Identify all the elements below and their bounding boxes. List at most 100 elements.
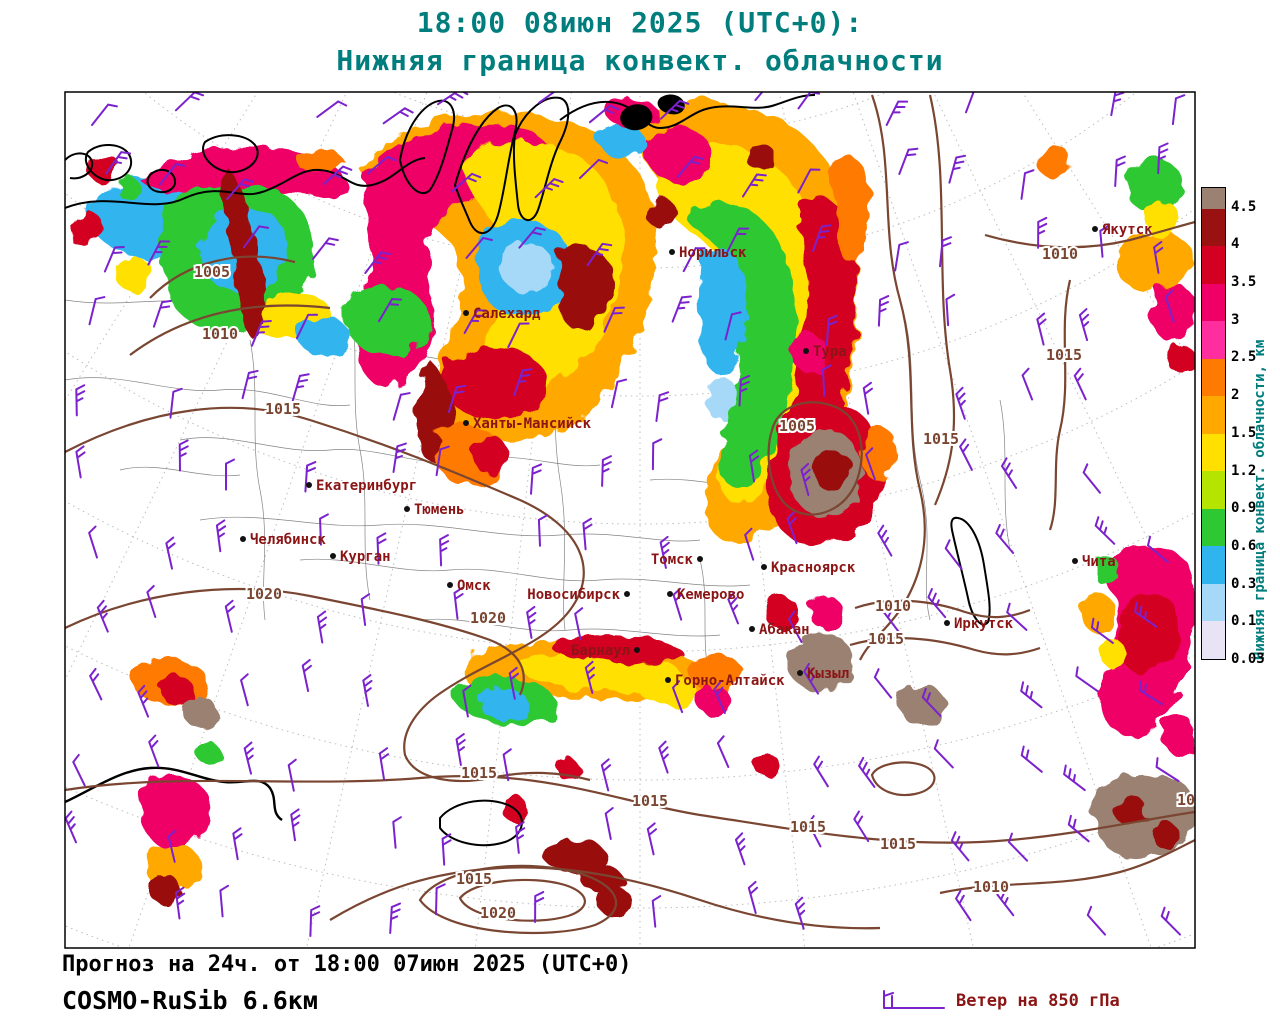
isobar-label: 1015: [265, 400, 301, 418]
wind-barb: [89, 667, 103, 701]
wind-barb: [1000, 457, 1018, 489]
wind-barb: [312, 237, 339, 260]
colorbar-segment: [1202, 208, 1225, 247]
wind-barb: [287, 758, 297, 792]
city-label: Кемерово: [677, 587, 744, 603]
city-label: Екатеринбург: [316, 478, 417, 494]
wind-barb: [167, 829, 177, 863]
colorbar-segment: [1202, 396, 1225, 434]
wind-barb: [518, 226, 546, 249]
wind-barb: [1094, 516, 1116, 545]
wind-barb: [319, 513, 329, 546]
wind-barb: [508, 666, 519, 700]
wind-barb: [463, 309, 488, 334]
wind-barb: [241, 369, 259, 400]
isobar-label: 1015: [923, 430, 959, 448]
city-label: Тюмень: [414, 502, 465, 518]
colorbar-segment: [1202, 583, 1225, 622]
wind-barb: [965, 92, 985, 114]
wind-barb: [1164, 289, 1175, 323]
wind-barb-layer: [65, 92, 1186, 937]
wind-barb: [862, 381, 873, 415]
wind-barb: [215, 519, 227, 553]
wind-barb: [453, 587, 464, 620]
city-label: Тура: [813, 344, 847, 360]
colorbar: [1201, 187, 1226, 660]
city-dot: [1092, 226, 1098, 232]
wind-barb: [1155, 757, 1180, 782]
wind-barb: [103, 245, 125, 273]
wind-barb: [1037, 216, 1048, 249]
wind-barb: [88, 296, 106, 326]
wind-barb: [950, 831, 970, 862]
city-dot: [330, 553, 336, 559]
wind-barb: [392, 392, 411, 421]
city-label: Ханты-Мансийск: [473, 416, 592, 432]
wind-barb: [600, 758, 612, 792]
isobar-label: 1015: [880, 835, 916, 853]
isobar-label: 1020: [470, 609, 506, 627]
wind-barb: [1110, 92, 1126, 117]
wind-barb: [538, 92, 570, 104]
wind-barb: [655, 391, 670, 422]
isobar-label: 1005: [194, 263, 230, 281]
wind-barb: [158, 163, 186, 186]
wind-barb: [72, 753, 86, 787]
wind-barb: [322, 165, 353, 186]
wind-barb: [671, 295, 692, 323]
wind-barb: [1020, 745, 1043, 773]
city-label: Красноярск: [771, 560, 856, 576]
city-dot: [634, 647, 640, 653]
wind-barb: [295, 313, 319, 340]
colorbar-segment: [1202, 471, 1225, 509]
wind-barb: [507, 322, 530, 348]
wind-barb: [853, 810, 870, 843]
isobar-label: 1015: [790, 818, 826, 836]
wind-barb: [1090, 617, 1114, 644]
wind-barb: [362, 674, 373, 707]
wind-barb: [797, 92, 824, 110]
wind-barb: [1171, 94, 1186, 126]
wind-barb: [382, 107, 414, 125]
city-label: Якутск: [1102, 222, 1153, 238]
wind-barb: [727, 591, 739, 625]
wind-barb: [858, 756, 876, 788]
wind-barb: [243, 741, 254, 775]
wind-barb: [807, 815, 822, 848]
wind-barb: [603, 306, 625, 333]
wind-barb: [955, 386, 966, 420]
isobar-label: 1015: [632, 792, 668, 810]
city-label: Норильск: [679, 245, 747, 261]
footer-forecast-text: Прогноз на 24ч. от 18:00 07июн 2025 (UTC…: [62, 952, 632, 977]
wind-barb: [1036, 312, 1047, 346]
wind-barb: [672, 587, 683, 621]
isobar-label: 1015: [461, 764, 497, 782]
wind-barb: [232, 827, 243, 861]
wind-barb: [797, 168, 821, 194]
wind-barb: [671, 680, 684, 714]
isobar-label: 1020: [480, 904, 516, 922]
wind-barb: [574, 607, 584, 641]
colorbar-tick: 0.6: [1231, 537, 1257, 554]
city-dot: [306, 482, 312, 488]
wind-barb: [240, 673, 249, 707]
wind-barb: [91, 103, 118, 126]
wind-barb: [439, 534, 450, 567]
wind-barb: [1020, 169, 1035, 200]
isobar-label: 1010: [875, 597, 911, 615]
city-label: Горно-Алтайск: [675, 673, 785, 689]
wind-barb: [1073, 367, 1087, 401]
wind-barb: [742, 173, 767, 198]
wind-barb: [148, 734, 160, 768]
wind-barb: [803, 662, 819, 695]
wind-barb: [955, 889, 972, 922]
colorbar-tick: 0.9: [1231, 500, 1257, 517]
wind-barb: [1078, 308, 1090, 342]
wind-barb: [825, 314, 839, 346]
city-dot: [463, 310, 469, 316]
wind-barb: [1063, 764, 1086, 792]
wind-barb: [105, 151, 132, 175]
wind-barb: [530, 463, 543, 495]
wind-barb: [1138, 680, 1163, 706]
wind-barb: [788, 610, 803, 643]
